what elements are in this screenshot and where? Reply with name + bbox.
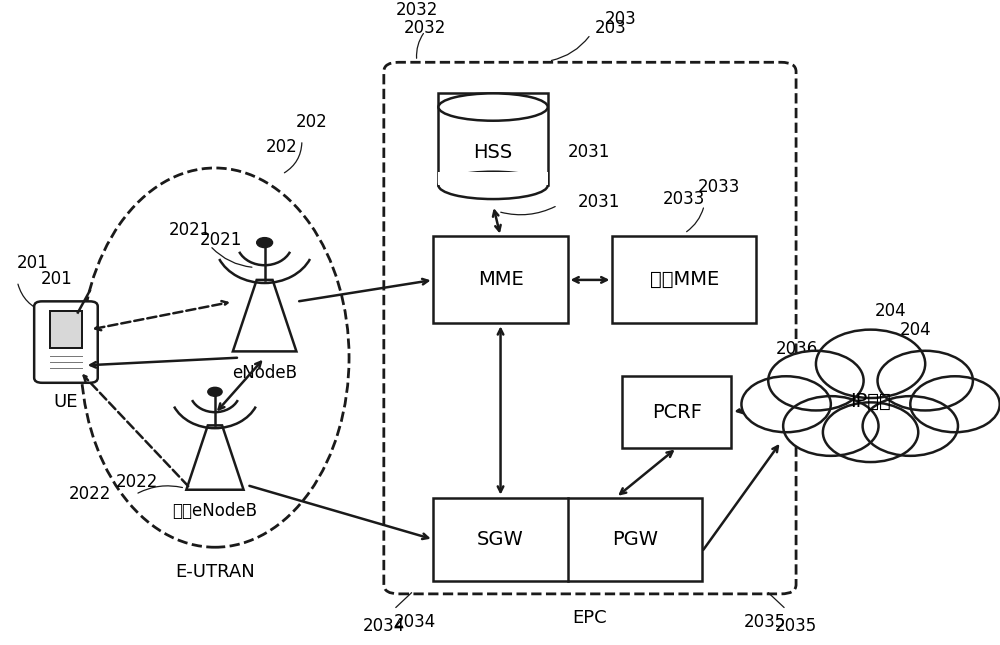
Text: 2032: 2032 [396,1,438,19]
Circle shape [208,388,222,396]
Text: 2032: 2032 [404,19,446,37]
Circle shape [257,237,273,248]
FancyBboxPatch shape [622,376,731,448]
FancyBboxPatch shape [433,236,568,323]
Text: 2036: 2036 [776,340,818,357]
FancyBboxPatch shape [438,94,548,185]
Circle shape [823,402,918,462]
Text: 201: 201 [16,254,48,272]
FancyBboxPatch shape [433,497,702,581]
Polygon shape [186,426,244,490]
Text: 202: 202 [296,113,328,131]
FancyBboxPatch shape [438,172,548,185]
Text: IP业务: IP业务 [850,392,891,411]
Circle shape [863,396,958,456]
Text: 203: 203 [595,19,626,37]
Text: 2021: 2021 [200,231,242,249]
Text: 2035: 2035 [775,617,817,635]
Circle shape [910,376,1000,432]
Circle shape [878,351,973,410]
Text: EPC: EPC [573,610,607,628]
Text: 204: 204 [875,303,906,321]
Text: eNodeB: eNodeB [232,364,297,382]
Text: 2035: 2035 [744,613,786,631]
Circle shape [816,330,925,398]
FancyBboxPatch shape [612,236,756,323]
Text: PGW: PGW [612,530,658,549]
Text: UE: UE [54,393,78,412]
Text: 2033: 2033 [663,190,706,208]
Text: 2034: 2034 [363,617,405,635]
Text: 2031: 2031 [578,193,620,211]
Circle shape [741,376,831,432]
Polygon shape [233,280,296,352]
Text: 其它eNodeB: 其它eNodeB [172,502,257,520]
Text: HSS: HSS [473,143,513,162]
Text: 2034: 2034 [394,613,436,631]
Text: PCRF: PCRF [652,402,702,422]
Ellipse shape [438,172,548,199]
Text: MME: MME [478,270,523,290]
Text: 2021: 2021 [169,221,211,239]
Ellipse shape [438,94,548,121]
Text: SGW: SGW [477,530,524,549]
FancyBboxPatch shape [50,311,82,348]
Circle shape [768,351,864,410]
Text: 2022: 2022 [68,486,111,503]
FancyBboxPatch shape [34,301,98,382]
Circle shape [783,396,879,456]
Text: 204: 204 [899,321,931,339]
Text: 2036: 2036 [861,337,903,355]
Text: 其它MME: 其它MME [650,270,719,290]
Text: 2033: 2033 [698,178,740,196]
Text: 203: 203 [605,10,636,28]
Text: 2031: 2031 [568,143,610,161]
Text: 201: 201 [41,270,73,288]
Text: 202: 202 [266,137,298,155]
Text: 2022: 2022 [116,473,158,491]
Text: E-UTRAN: E-UTRAN [175,563,255,580]
